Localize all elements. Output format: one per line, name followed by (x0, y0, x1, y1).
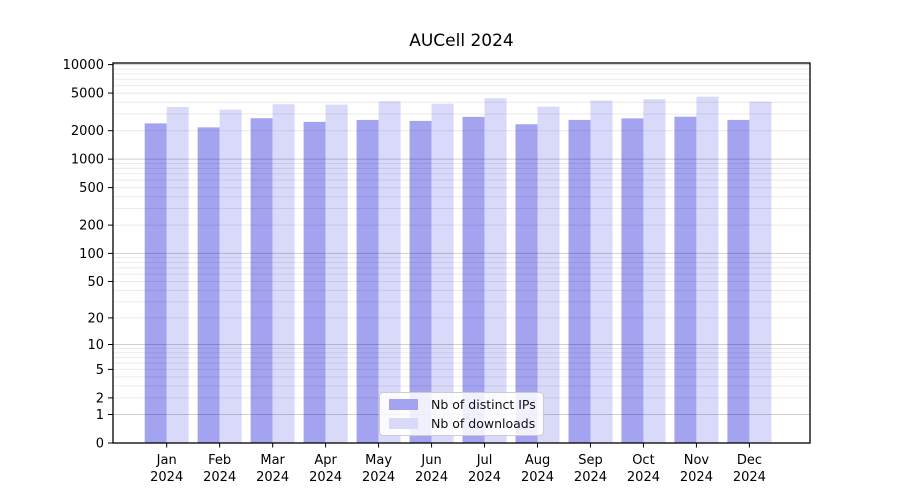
y-tick-label: 2 (96, 391, 104, 406)
bar-distinct-ips-may (356, 119, 379, 443)
x-tick-label-year: 2024 (150, 470, 183, 485)
chart-title: AUCell 2024 (409, 31, 514, 51)
x-tick-label-month: Nov (684, 453, 710, 468)
x-tick-label-month: Dec (737, 453, 762, 468)
legend-item-downloads: Nb of downloads (380, 414, 543, 432)
legend-swatch-distinct-ips (389, 399, 418, 411)
x-tick-label-year: 2024 (521, 470, 554, 485)
y-tick-label: 5 (96, 363, 104, 378)
bar-downloads-jul (484, 98, 507, 443)
x-tick-label-month: Jan (156, 453, 177, 468)
x-tick-label-year: 2024 (362, 470, 395, 485)
bar-distinct-ips-mar (250, 118, 273, 443)
legend-swatch-downloads (389, 417, 418, 429)
x-tick-label-year: 2024 (309, 470, 342, 485)
bar-downloads-aug (537, 106, 560, 443)
bar-distinct-ips-jul (462, 116, 485, 443)
bar-downloads-feb (219, 109, 242, 443)
x-tick-label-year: 2024 (733, 470, 766, 485)
x-tick-label-year: 2024 (256, 470, 289, 485)
legend-label-downloads: Nb of downloads (431, 415, 536, 431)
bar-distinct-ips-dec (727, 119, 750, 443)
bar-downloads-jan (166, 107, 189, 443)
y-tick-label: 2000 (71, 124, 104, 139)
y-tick-label: 0 (96, 437, 104, 452)
bar-downloads-sep (590, 100, 613, 444)
x-tick-label-month: Jul (476, 453, 493, 468)
y-tick-label: 1 (96, 408, 104, 423)
bar-distinct-ips-aug (515, 124, 538, 443)
x-tick-label-month: Feb (208, 453, 231, 468)
y-tick-label: 50 (87, 275, 104, 290)
x-tick-label-month: Oct (632, 453, 654, 468)
bar-downloads-apr (325, 104, 348, 444)
bar-distinct-ips-apr (303, 121, 326, 443)
x-tick-label-year: 2024 (415, 470, 448, 485)
x-tick-label-year: 2024 (203, 470, 236, 485)
bar-distinct-ips-jun (409, 120, 432, 443)
x-tick-label-year: 2024 (468, 470, 501, 485)
bar-downloads-mar (272, 104, 295, 444)
bar-distinct-ips-feb (197, 127, 220, 443)
legend-item-distinct-ips: Nb of distinct IPs (380, 396, 543, 414)
bar-distinct-ips-nov (674, 116, 697, 443)
bar-distinct-ips-jan (144, 123, 167, 443)
x-tick-label-month: Jun (420, 453, 441, 468)
y-tick-label: 100 (79, 247, 104, 262)
bar-downloads-dec (749, 101, 772, 443)
x-tick-label-year: 2024 (627, 470, 660, 485)
y-tick-label: 10000 (63, 58, 104, 73)
legend-label-distinct-ips: Nb of distinct IPs (431, 397, 536, 413)
y-tick-label: 1000 (71, 153, 104, 168)
y-tick-label: 5000 (71, 87, 104, 102)
x-tick-label-month: Apr (314, 453, 337, 468)
bar-downloads-oct (643, 99, 666, 443)
y-tick-label: 10 (87, 338, 104, 353)
bar-distinct-ips-sep (568, 119, 591, 443)
legend: Nb of distinct IPs Nb of downloads (379, 392, 544, 436)
x-tick-label-year: 2024 (574, 470, 607, 485)
x-tick-label-month: Aug (525, 453, 550, 468)
y-tick-label: 200 (79, 219, 104, 234)
x-tick-label-year: 2024 (680, 470, 713, 485)
x-tick-label-month: May (365, 453, 392, 468)
x-tick-label-month: Sep (578, 453, 603, 468)
bar-downloads-jun (431, 103, 454, 444)
bar-downloads-nov (696, 96, 719, 443)
y-tick-label: 500 (79, 181, 104, 196)
bar-distinct-ips-oct (621, 118, 644, 443)
x-tick-label-month: Mar (260, 453, 285, 468)
y-tick-label: 20 (87, 311, 104, 326)
bar-downloads-may (378, 101, 401, 444)
